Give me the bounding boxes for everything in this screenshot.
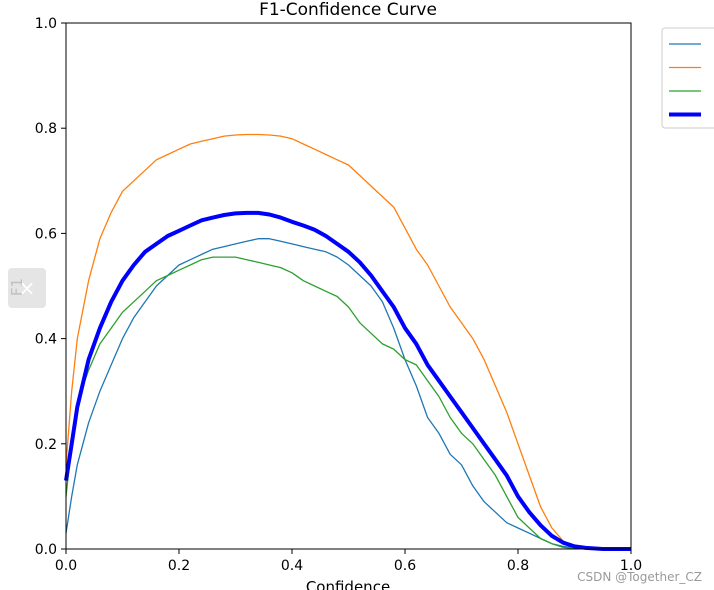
x-tick-label: 0.4: [281, 558, 303, 574]
legend-entries: [669, 43, 701, 117]
y-tick-label: 0.8: [35, 121, 57, 137]
series-line-4: [64, 210, 631, 551]
x-icon: ×: [18, 276, 36, 300]
x-axis-ticks: 0.0 0.2 0.4 0.6 0.8 1.0: [55, 549, 642, 574]
y-tick-label: 0.2: [35, 437, 57, 453]
series-line-2: [65, 133, 631, 550]
watermark: CSDN @Together_CZ: [577, 570, 702, 584]
legend-box: [661, 27, 714, 129]
series-line-3: [65, 256, 631, 550]
x-axis-label: Confidence: [306, 578, 390, 590]
close-overlay-button[interactable]: ×: [8, 268, 46, 308]
x-tick-label: 0.2: [168, 558, 190, 574]
series-line-1: [65, 238, 631, 550]
chart-title: F1-Confidence Curve: [259, 0, 437, 20]
y-tick-label: 1.0: [35, 16, 57, 32]
y-tick-label: 0.0: [35, 542, 57, 558]
series-layer: [64, 133, 631, 551]
legend: [661, 27, 714, 129]
x-tick-label: 0.0: [55, 558, 77, 574]
x-tick-label: 1.0: [620, 558, 642, 574]
y-tick-label: 0.4: [35, 332, 57, 348]
plot-frame: [65, 22, 632, 550]
x-tick-label: 0.6: [394, 558, 416, 574]
y-tick-label: 0.6: [35, 226, 57, 242]
y-axis-ticks: 0.0 0.2 0.4 0.6 0.8 1.0: [35, 16, 66, 558]
x-tick-label: 0.8: [507, 558, 529, 574]
